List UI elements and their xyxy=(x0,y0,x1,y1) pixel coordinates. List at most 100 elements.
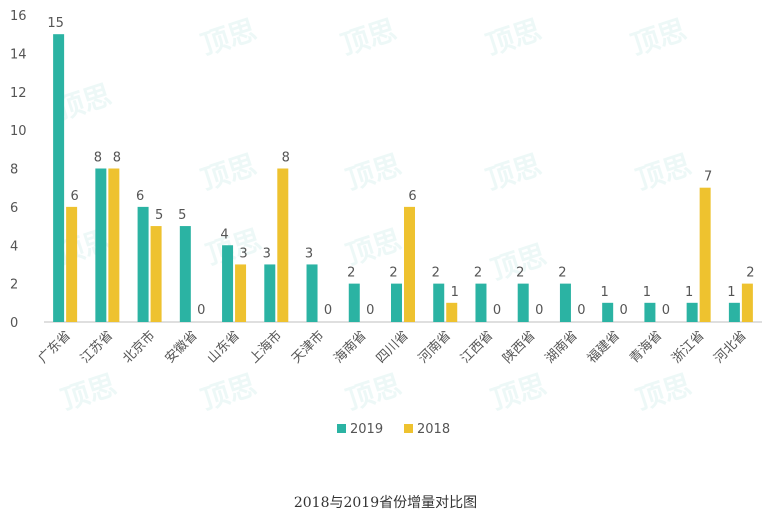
data-label-2019: 1 xyxy=(601,285,609,300)
bar-2018 xyxy=(446,302,458,322)
data-label-2019: 2 xyxy=(347,266,355,281)
category-label: 上海市 xyxy=(246,328,285,367)
data-label-2018: 0 xyxy=(662,303,670,318)
category-label: 天津市 xyxy=(288,328,327,367)
data-label-2018: 8 xyxy=(282,151,290,166)
chart: 顶思 顶思 顶思 顶思 顶思 顶思 顶思 顶思 顶思 顶思 顶思 顶思 顶思 顶思 顶思 顶思 顶思 顶思 0 2 4 6… xyxy=(10,9,762,437)
data-label-2019: 3 xyxy=(263,246,271,261)
data-label-2018: 8 xyxy=(113,151,121,166)
data-label-2019: 8 xyxy=(94,151,102,166)
category-label: 海南省 xyxy=(331,328,370,367)
category-label: 北京市 xyxy=(120,328,159,367)
data-label-2018: 0 xyxy=(620,303,628,318)
data-label-2019: 2 xyxy=(389,266,397,281)
watermark-logo: 顶思 xyxy=(482,13,545,62)
bar-2019 xyxy=(433,283,445,322)
bar-2019 xyxy=(728,302,740,322)
watermark-logo: 顶思 xyxy=(197,368,260,417)
data-label-2019: 1 xyxy=(727,285,735,300)
category-label: 福建省 xyxy=(585,328,623,366)
data-label-2018: 0 xyxy=(366,303,374,318)
watermark-logo: 顶思 xyxy=(342,148,405,197)
data-label-2018: 6 xyxy=(408,189,416,204)
data-label-2018: 5 xyxy=(155,208,163,223)
category-label: 河南省 xyxy=(415,328,454,367)
legend-label: 2019 xyxy=(350,422,383,437)
bar-2018 xyxy=(108,168,120,322)
data-label-2018: 1 xyxy=(451,285,459,300)
category-label: 青海省 xyxy=(627,328,665,366)
watermark-logo: 顶思 xyxy=(632,148,695,197)
bar-2019 xyxy=(95,168,107,322)
watermark-logo: 顶思 xyxy=(632,368,695,417)
bar-2019 xyxy=(644,302,656,322)
category-label: 四川省 xyxy=(374,328,412,366)
watermark-logo: 顶思 xyxy=(202,223,265,272)
watermark-logo: 顶思 xyxy=(337,13,400,62)
bar-2018 xyxy=(150,226,162,322)
category-label: 安徽省 xyxy=(162,328,200,366)
data-label-2019: 6 xyxy=(136,189,144,204)
bar-2018 xyxy=(277,168,289,322)
bar-2019 xyxy=(53,34,65,322)
data-label-2019: 15 xyxy=(47,16,64,31)
y-tick-label: 12 xyxy=(10,86,27,101)
data-label-2018: 6 xyxy=(70,189,78,204)
y-tick-label: 16 xyxy=(10,9,27,24)
data-label-2019: 2 xyxy=(474,266,482,281)
category-label: 江苏省 xyxy=(77,328,116,367)
bar-2019 xyxy=(517,283,529,322)
data-label-2019: 2 xyxy=(516,266,524,281)
bar-2018 xyxy=(235,264,247,322)
watermark-logo: 顶思 xyxy=(342,368,405,417)
watermark-logo: 顶思 xyxy=(342,223,405,272)
category-label: 山东省 xyxy=(205,328,243,366)
data-label-2019: 5 xyxy=(178,208,186,223)
y-tick-label: 6 xyxy=(10,201,18,216)
bar-2019 xyxy=(306,264,318,322)
legend-swatch xyxy=(337,424,346,433)
bar-2019 xyxy=(602,302,614,322)
category-label: 陕西省 xyxy=(500,328,538,366)
bar-2019 xyxy=(137,206,149,322)
watermark-logo: 顶思 xyxy=(487,368,550,417)
bar-2019 xyxy=(559,283,571,322)
data-label-2018: 2 xyxy=(746,266,754,281)
data-label-2018: 0 xyxy=(197,303,205,318)
bar-2019 xyxy=(222,245,234,322)
watermark-logo: 顶思 xyxy=(627,13,690,62)
legend-swatch xyxy=(404,424,413,433)
data-label-2018: 0 xyxy=(324,303,332,318)
data-label-2019: 4 xyxy=(220,227,228,242)
y-tick-label: 14 xyxy=(10,47,27,62)
data-label-2018: 0 xyxy=(535,303,543,318)
bar-2018 xyxy=(66,206,78,322)
data-label-2018: 7 xyxy=(704,170,712,185)
bar-2019 xyxy=(475,283,487,322)
bar-2019 xyxy=(264,264,276,322)
y-tick-label: 8 xyxy=(10,163,18,178)
bar-2019 xyxy=(391,283,402,322)
data-label-2018: 0 xyxy=(493,303,501,318)
y-tick-label: 0 xyxy=(10,316,18,331)
bar-2018 xyxy=(699,187,711,322)
y-tick-label: 4 xyxy=(10,239,18,254)
category-label: 浙江省 xyxy=(669,328,707,366)
legend-label: 2018 xyxy=(417,422,450,437)
y-tick-label: 10 xyxy=(10,124,27,139)
data-label-2018: 3 xyxy=(239,246,247,261)
category-label: 河北省 xyxy=(712,328,750,366)
data-label-2019: 2 xyxy=(558,266,566,281)
figure-caption: 2018与2019省份增量对比图 xyxy=(293,495,478,511)
category-label: 湖南省 xyxy=(542,328,581,367)
data-label-2018: 0 xyxy=(577,303,585,318)
bar-2019 xyxy=(348,283,360,322)
watermark-logo: 顶思 xyxy=(197,148,260,197)
category-label: 广东省 xyxy=(36,328,74,366)
watermark-logo: 顶思 xyxy=(482,148,545,197)
watermark-logo: 顶思 xyxy=(57,368,120,417)
bar-2018 xyxy=(741,283,753,322)
bar-2019 xyxy=(686,302,698,322)
data-label-2019: 1 xyxy=(685,285,693,300)
